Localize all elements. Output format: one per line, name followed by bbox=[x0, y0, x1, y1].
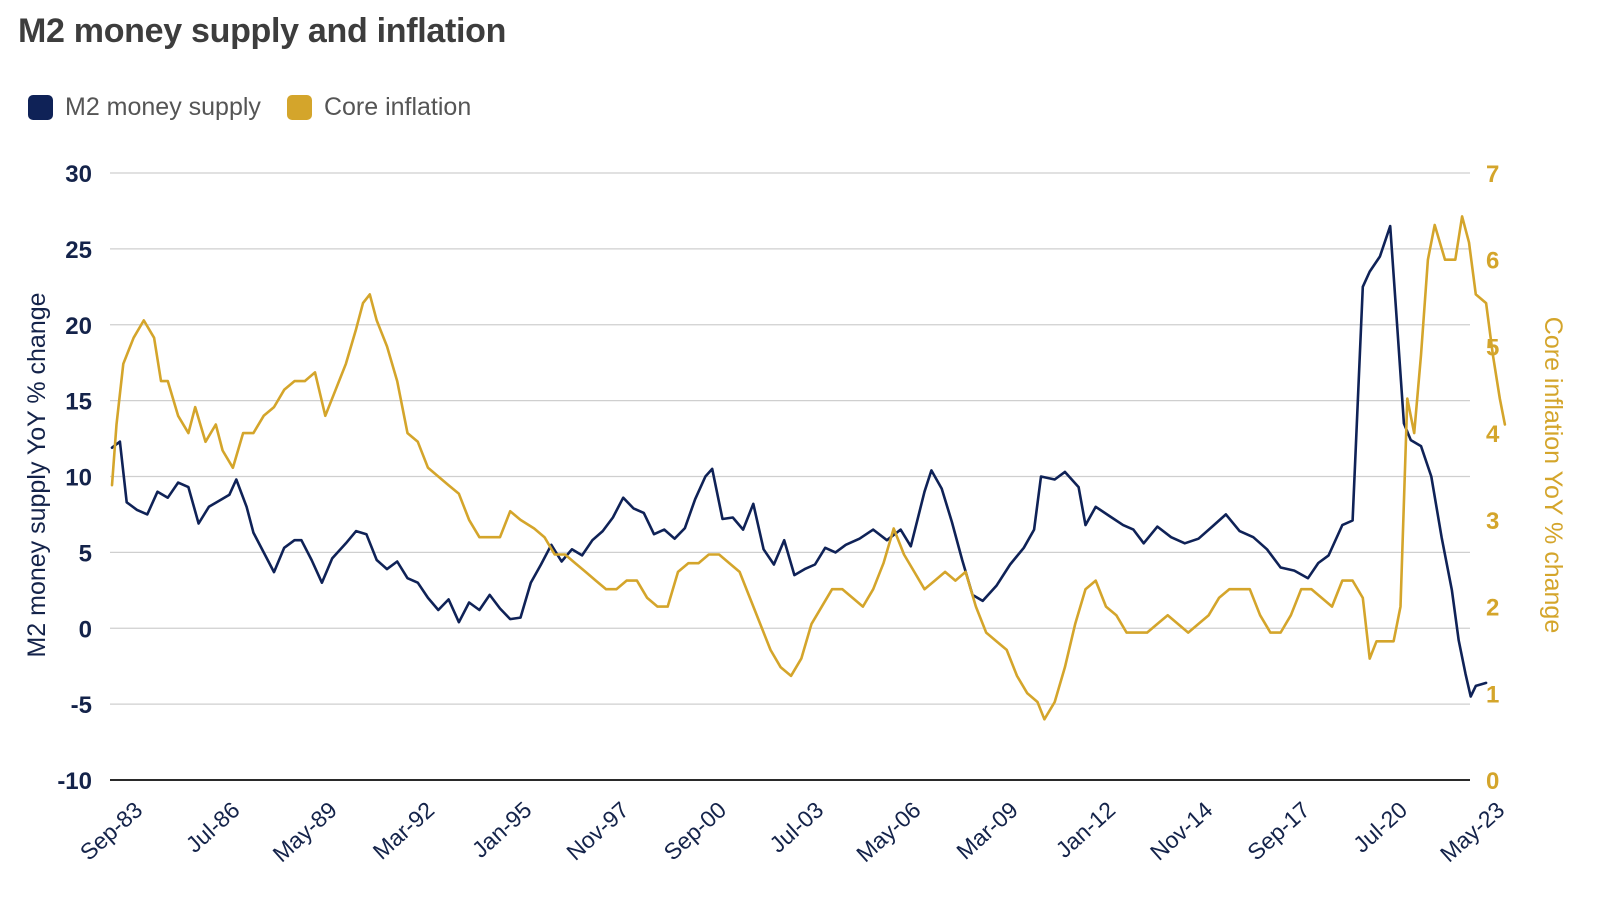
x-tick-label: Sep-17 bbox=[1242, 796, 1315, 865]
legend-swatch-m2 bbox=[28, 95, 53, 120]
series-line-m2 bbox=[110, 224, 1488, 698]
x-tick-label: Sep-83 bbox=[75, 796, 148, 865]
right-tick-label: 6 bbox=[1486, 248, 1499, 275]
x-tick-label: Sep-00 bbox=[659, 796, 732, 865]
legend-item-core-inflation: Core inflation bbox=[286, 93, 472, 122]
gridlines bbox=[110, 172, 1470, 781]
legend-swatch-core-inflation bbox=[286, 95, 312, 120]
right-tick-label: 2 bbox=[1486, 595, 1499, 622]
left-tick-label: 20 bbox=[65, 313, 92, 340]
x-tick-label: May-23 bbox=[1435, 796, 1509, 867]
legend-label-core-inflation: Core inflation bbox=[323, 93, 472, 121]
left-tick-label: -10 bbox=[57, 768, 92, 795]
left-axis-ticks: 30 25 20 15 10 5 0 -5 -10 bbox=[57, 161, 92, 795]
legend-label-m2: M2 money supply bbox=[65, 93, 261, 121]
x-axis-ticks: Sep-83 Jul-86 May-89 Mar-92 Jan-95 Nov-97 Sep-… bbox=[75, 796, 1510, 867]
x-tick-label: May-06 bbox=[851, 796, 925, 867]
left-tick-label: 30 bbox=[65, 161, 92, 188]
chart-title: M2 money supply and inflation bbox=[18, 12, 507, 50]
x-tick-label: Nov-14 bbox=[1145, 796, 1218, 865]
right-tick-label: 0 bbox=[1486, 768, 1499, 795]
legend: M2 money supply Core inflation bbox=[28, 93, 471, 122]
x-tick-label: Jul-86 bbox=[181, 796, 245, 857]
x-tick-label: Mar-92 bbox=[368, 796, 440, 864]
left-tick-label: 0 bbox=[79, 616, 92, 643]
right-tick-label: 1 bbox=[1486, 681, 1499, 708]
x-tick-label: Mar-09 bbox=[951, 796, 1023, 864]
x-tick-label: Jul-03 bbox=[764, 796, 828, 857]
left-tick-label: -5 bbox=[71, 692, 92, 719]
series-line-core-inflation bbox=[110, 215, 1507, 721]
left-tick-label: 15 bbox=[65, 389, 92, 416]
series-lines bbox=[110, 215, 1507, 721]
left-tick-label: 5 bbox=[79, 540, 92, 567]
right-tick-label: 3 bbox=[1486, 508, 1499, 535]
left-axis-title: M2 money supply YoY % change bbox=[23, 292, 51, 657]
x-tick-label: Jul-20 bbox=[1348, 796, 1412, 857]
right-axis-title: Core inflation YoY % change bbox=[1539, 317, 1567, 633]
left-tick-label: 10 bbox=[65, 465, 92, 492]
x-tick-label: Jan-95 bbox=[467, 796, 537, 862]
right-tick-label: 4 bbox=[1486, 421, 1500, 448]
x-tick-label: Jan-12 bbox=[1051, 796, 1121, 862]
left-tick-label: 25 bbox=[65, 237, 92, 264]
legend-item-m2: M2 money supply bbox=[28, 93, 261, 122]
right-tick-label: 7 bbox=[1486, 161, 1499, 188]
x-tick-label: Nov-97 bbox=[561, 796, 634, 865]
x-tick-label: May-89 bbox=[268, 796, 342, 867]
